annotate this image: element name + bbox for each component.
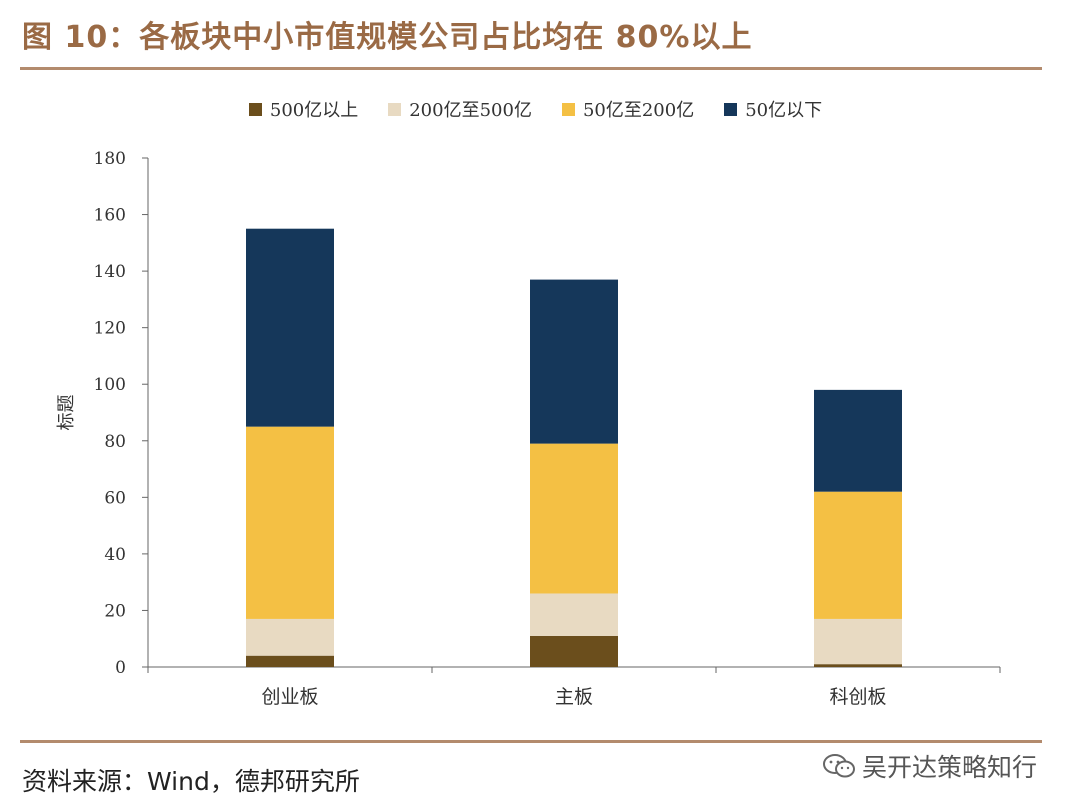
x-tick-label: 主板 (555, 686, 593, 708)
legend-swatch (248, 102, 262, 116)
bar-segment-主板-500亿以上 (530, 635, 618, 667)
bar-segment-创业板-50亿以下 (246, 228, 334, 427)
y-tick-label: 100 (94, 375, 126, 395)
legend-item-over-500: 500亿以上 (248, 96, 359, 122)
legend-item-50-200: 50亿至200亿 (561, 96, 695, 122)
y-tick-label: 140 (94, 262, 126, 282)
legend-item-200-500: 200亿至500亿 (388, 96, 532, 122)
wechat-icon (822, 753, 856, 779)
y-tick-label: 160 (94, 206, 126, 226)
legend-label: 50亿以下 (745, 100, 823, 121)
bar-segment-主板-200亿至500亿 (530, 593, 618, 636)
y-tick-label: 20 (104, 601, 126, 621)
legend-swatch (561, 102, 575, 116)
y-tick-label: 0 (115, 658, 126, 678)
bar-segment-科创板-50亿以下 (814, 389, 902, 492)
figure-title: 图 10：各板块中小市值规模公司占比均在 80%以上 (22, 20, 753, 55)
bottom-divider (20, 740, 1042, 743)
y-tick-label: 60 (104, 488, 126, 508)
watermark: 吴开达策略知行 (822, 748, 1037, 784)
y-tick-label: 80 (104, 432, 126, 452)
x-tick-label: 创业板 (261, 686, 318, 708)
bar-segment-主板-50亿至200亿 (530, 443, 618, 594)
source-note: 资料来源：Wind，德邦研究所 (22, 767, 360, 796)
y-tick-label: 40 (104, 545, 126, 565)
bar-segment-科创板-50亿至200亿 (814, 491, 902, 619)
legend-label: 50亿至200亿 (582, 100, 695, 121)
legend-item-under-50: 50亿以下 (724, 96, 822, 122)
bar-segment-创业板-50亿至200亿 (246, 426, 334, 619)
chart-legend: 500亿以上 200亿至500亿 50亿至200亿 50亿以下 (0, 96, 1071, 122)
x-tick-label: 科创板 (829, 686, 886, 708)
bar-segment-主板-50亿以下 (530, 279, 618, 444)
top-divider (20, 67, 1042, 70)
y-axis-title: 标题 (56, 395, 77, 431)
bar-segment-科创板-200亿至500亿 (814, 618, 902, 665)
y-tick-label: 120 (94, 319, 126, 339)
legend-label: 200亿至500亿 (409, 100, 532, 121)
bar-segment-创业板-500亿以上 (246, 655, 334, 667)
legend-swatch (388, 102, 402, 116)
legend-swatch (724, 102, 738, 116)
bar-segment-创业板-200亿至500亿 (246, 618, 334, 656)
bar-segment-科创板-500亿以上 (814, 664, 902, 667)
watermark-text: 吴开达策略知行 (861, 753, 1037, 782)
legend-label: 500亿以上 (269, 100, 359, 121)
y-tick-label: 180 (94, 149, 126, 169)
